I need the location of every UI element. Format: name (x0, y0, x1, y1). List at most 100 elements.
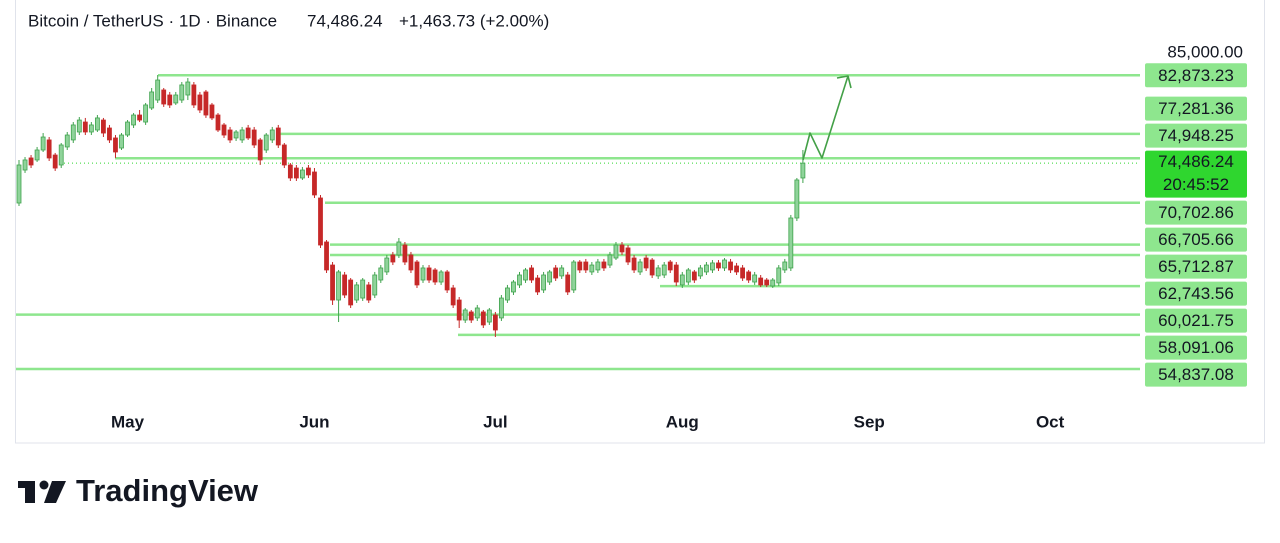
level-label-box (1145, 362, 1247, 387)
candle-body (794, 179, 800, 219)
candle-body (740, 267, 745, 279)
candle-body (227, 129, 233, 141)
candle-body (336, 271, 341, 301)
level-label-box (1145, 254, 1247, 279)
candle-body (251, 129, 257, 146)
logo-stem (25, 481, 35, 503)
candle-body (408, 254, 414, 271)
candle-body (58, 144, 64, 166)
candle-body (275, 127, 281, 146)
header-price: 74,486.24 (307, 11, 383, 30)
candle-body (287, 164, 293, 179)
level-label-box (1145, 335, 1247, 360)
candle-body (312, 171, 317, 196)
candle-body (342, 274, 348, 296)
candle-body (94, 117, 100, 131)
candle-body (613, 244, 619, 259)
candle-body (306, 167, 311, 176)
candle-body (559, 267, 565, 277)
candle-body (143, 104, 149, 123)
x-tick-label: Aug (666, 412, 699, 431)
level-label: 65,712.87 (1158, 257, 1234, 276)
logo-dot (39, 480, 49, 490)
candle-body (691, 271, 697, 281)
candle-body (426, 267, 432, 281)
candle-body (661, 264, 667, 276)
candle-body (480, 311, 486, 326)
candle-body (119, 134, 124, 149)
level-label-box (1145, 96, 1247, 121)
candle-body (752, 274, 758, 283)
header-change: +1,463.73 (+2.00%) (399, 11, 549, 30)
candle-body (565, 274, 571, 293)
level-label: 62,743.56 (1158, 284, 1234, 303)
candle-body (300, 169, 305, 179)
logo (18, 480, 66, 503)
candle-body (619, 244, 625, 253)
candle-body (776, 267, 782, 284)
candle-body (257, 139, 263, 161)
candle-body (125, 121, 130, 136)
candle-body (101, 119, 106, 134)
level-label: 82,873.23 (1158, 66, 1234, 85)
candle-body (131, 114, 136, 126)
candle-body (366, 284, 372, 301)
candle-body (637, 261, 643, 273)
candle-body (149, 91, 155, 109)
candle-body (523, 269, 528, 281)
candle-body (535, 277, 540, 293)
candle-body (468, 311, 474, 321)
candle-body (70, 124, 76, 141)
candle-body (746, 271, 752, 281)
candle-body (710, 262, 715, 271)
x-tick-label: May (111, 412, 145, 431)
level-label: 77,281.36 (1158, 99, 1234, 118)
level-label: 60,021.75 (1158, 311, 1234, 330)
candle-body (372, 274, 378, 296)
chart-frame (15, 0, 1265, 444)
candle-body (330, 264, 335, 301)
candle-body (378, 267, 384, 281)
candle-body (517, 274, 522, 286)
chart-title: Bitcoin / TetherUS · 1D · Binance (28, 11, 277, 30)
candle-body (390, 254, 396, 263)
candle-body (16, 164, 22, 204)
candle-body (728, 261, 733, 271)
candle-body (438, 271, 444, 283)
last-price-box (1145, 150, 1247, 198)
level-label: 58,091.06 (1158, 338, 1234, 357)
candle-body (498, 297, 504, 319)
x-tick-label: Jul (483, 412, 508, 431)
candle-body (22, 159, 28, 171)
candle-body (667, 261, 673, 271)
candle-body (191, 84, 197, 106)
x-axis: May Jun Jul Aug Sep Oct (111, 412, 1065, 431)
candle-body (46, 139, 52, 159)
candle-body (583, 261, 589, 271)
candle-body (734, 265, 739, 273)
candle-body (64, 134, 70, 148)
candle-body (185, 81, 191, 96)
candle-body (589, 264, 595, 273)
candle-body (269, 129, 275, 141)
candle-body (649, 259, 655, 276)
x-tick-label: Jun (299, 412, 329, 431)
candle-body (76, 119, 82, 133)
candle-body (673, 264, 679, 283)
candle-body (239, 129, 245, 141)
candle-body (444, 271, 450, 291)
candle-body (456, 299, 462, 321)
candle-body (643, 257, 649, 269)
candle-body (324, 241, 329, 271)
candle-body (113, 137, 118, 153)
candle-body (625, 247, 631, 263)
y-tick-label: 85,000.00 (1167, 42, 1243, 61)
level-label: 66,705.66 (1158, 230, 1234, 249)
candle-body (547, 271, 553, 283)
candle-body (263, 134, 269, 151)
candle-body (432, 269, 438, 283)
level-label-box (1145, 123, 1247, 148)
level-label-box (1145, 308, 1247, 333)
price-labels: 85,000.00 82,873.23 77,281.36 74,948.25 74,4… (1145, 42, 1247, 387)
candle-body (782, 261, 788, 271)
